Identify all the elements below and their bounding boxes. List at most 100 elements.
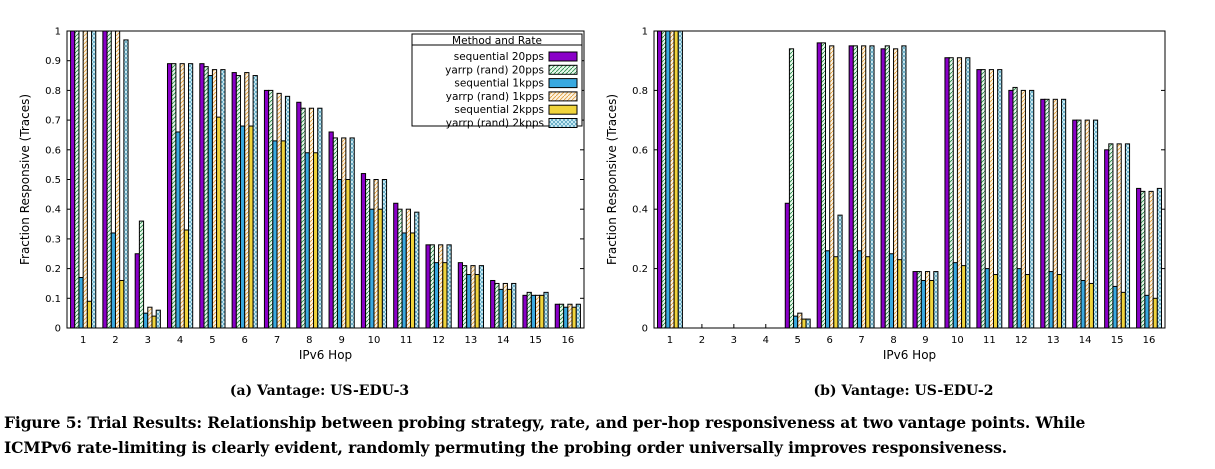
bar [106, 30, 112, 329]
x-tick-label: 1 [667, 335, 673, 346]
bar [86, 300, 93, 329]
bar [429, 244, 435, 329]
legend-swatch [548, 78, 578, 89]
bar [438, 244, 444, 329]
bar [1120, 291, 1126, 329]
bar [852, 45, 858, 329]
legend-swatch [548, 64, 578, 75]
bar [138, 220, 145, 329]
x-tick-label: 4 [177, 335, 183, 346]
x-tick-label: 10 [368, 335, 381, 346]
bar [976, 69, 982, 329]
bar [1076, 119, 1082, 329]
bar [155, 309, 161, 329]
y-tick-label: 0.2 [45, 264, 61, 275]
bar [1116, 143, 1122, 329]
bar [1088, 282, 1094, 329]
y-tick-label: 0.8 [45, 86, 61, 97]
bar [888, 253, 895, 329]
bar [401, 232, 407, 329]
plot-frame [653, 30, 1166, 329]
bar [571, 306, 577, 329]
bar [119, 279, 125, 329]
bar [829, 45, 835, 329]
figure-caption: Figure 5: Trial Results: Relationship be… [4, 410, 1212, 460]
y-tick-label: 0.2 [632, 264, 648, 275]
bar [457, 262, 464, 329]
bar [462, 265, 468, 329]
bar [216, 116, 222, 329]
bar [272, 140, 278, 329]
bar [522, 294, 528, 329]
bar [869, 45, 875, 329]
y-tick-label: 0.8 [632, 86, 648, 97]
y-axis-label: Fraction Responsive (Traces) [605, 94, 619, 265]
bar [74, 30, 80, 329]
x-tick-label: 7 [858, 335, 864, 346]
bar [308, 107, 315, 329]
bar [433, 262, 440, 329]
bar [558, 303, 565, 329]
bar [848, 45, 854, 329]
bar [231, 72, 237, 329]
bar [1124, 143, 1131, 329]
legend-swatch [548, 51, 578, 62]
bar [526, 291, 532, 329]
y-tick-label: 0.7 [45, 116, 61, 127]
x-tick-label: 7 [274, 335, 280, 346]
bar [1108, 143, 1114, 329]
bar [82, 30, 88, 329]
bar [328, 131, 334, 329]
y-tick-label: 0.6 [45, 145, 61, 156]
bar [175, 131, 181, 329]
bar [211, 69, 218, 329]
bar [494, 282, 500, 329]
bar [490, 279, 496, 329]
bar [151, 315, 157, 329]
bar [502, 282, 508, 329]
bar [143, 312, 149, 329]
bar [933, 271, 939, 329]
y-tick-label: 0 [55, 324, 61, 335]
bar [1084, 119, 1090, 329]
bar [575, 303, 581, 329]
bar [1148, 190, 1154, 329]
bar [1056, 274, 1063, 329]
bar [1144, 294, 1150, 329]
bar [240, 125, 246, 329]
x-tick-label: 14 [497, 335, 510, 346]
bar [393, 202, 399, 329]
bar [1016, 268, 1022, 329]
bar [820, 42, 827, 329]
bar [920, 279, 926, 329]
bar [948, 57, 954, 329]
bar [1008, 89, 1014, 329]
bar [207, 75, 213, 329]
bar [478, 265, 485, 329]
legend-title: Method and Rate [452, 35, 542, 47]
bar [442, 262, 448, 329]
bar [360, 173, 367, 329]
bar [865, 256, 871, 329]
bar [114, 30, 121, 329]
bar [381, 179, 388, 329]
bar [268, 89, 274, 329]
bar [369, 208, 375, 329]
bar [793, 315, 799, 329]
bar [539, 294, 545, 329]
bar [466, 274, 472, 329]
x-tick-label: 2 [699, 335, 705, 346]
bar [833, 256, 839, 329]
x-tick-label: 13 [1047, 335, 1060, 346]
bar [1080, 279, 1086, 329]
bar [506, 288, 513, 329]
bar [1072, 119, 1078, 329]
bar [901, 45, 907, 329]
bar [1044, 98, 1050, 329]
bar [884, 45, 890, 329]
bar [373, 179, 379, 329]
bar [861, 45, 867, 329]
bar [203, 66, 209, 329]
bar [349, 137, 355, 329]
bar [661, 30, 667, 329]
